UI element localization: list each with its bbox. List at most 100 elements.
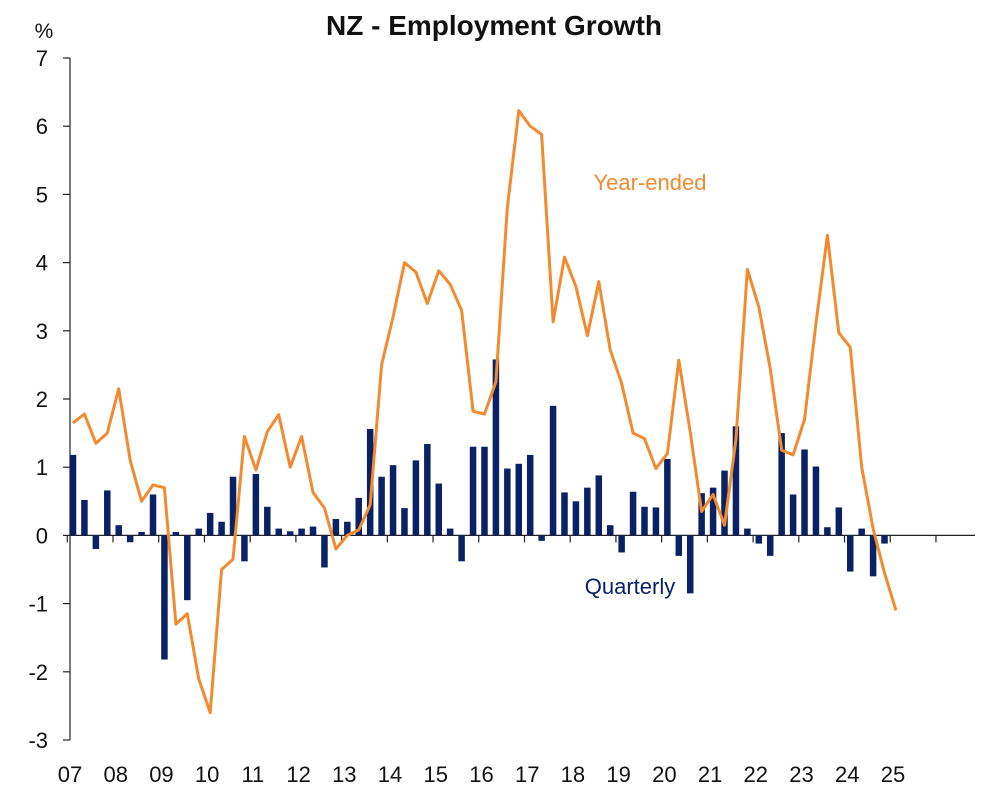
x-tick-label: 24 [835,762,859,787]
bar-quarterly [275,528,282,536]
bar-quarterly [138,531,145,536]
x-tick-label: 23 [789,762,813,787]
bar-quarterly [721,470,728,536]
bar-quarterly [241,535,248,562]
x-tick-label: 11 [241,762,264,787]
x-tick-label: 18 [561,762,585,787]
bar-quarterly [469,446,477,536]
bar-quarterly [835,507,843,536]
bar-quarterly [115,525,122,536]
year-ended-line-layer [72,109,898,715]
bar-quarterly [652,507,660,536]
x-tick-label: 22 [744,762,768,787]
bar-quarterly [321,535,328,568]
x-tick-label: 14 [378,762,402,787]
y-tick-label: -2 [28,660,48,685]
bar-quarterly [824,527,831,536]
x-tick-label: 10 [195,762,219,787]
y-tick-label: 2 [36,387,48,412]
bar-quarterly [766,535,774,556]
bar-quarterly [869,535,877,577]
bar-quarterly [424,444,431,536]
x-tick-label: 08 [103,762,127,787]
y-axis-unit-label: % [35,20,54,43]
bar-quarterly [686,535,694,594]
bar-quarterly [389,465,397,536]
y-tick-label: 7 [36,46,48,71]
x-tick-label: 13 [332,762,356,787]
bar-quarterly [698,493,705,536]
bar-quarterly [298,528,305,536]
bar-quarterly [664,459,671,536]
bar-quarterly [606,525,614,536]
bar-quarterly [881,535,888,544]
bar-quarterly [846,535,854,572]
bar-quarterly [218,521,225,536]
bar-quarterly [184,535,191,601]
bar-quarterly [344,521,351,536]
bar-quarterly [412,460,420,536]
x-tick-label: 12 [286,762,310,787]
bar-quarterly [618,535,625,553]
bar-quarterly [206,512,214,536]
y-tick-label: -1 [28,592,48,617]
y-tick-label: 5 [36,182,48,207]
bar-quarterly [675,535,683,556]
bar-quarterly [366,429,374,536]
bar-quarterly [81,499,88,536]
x-tick-label: 25 [881,762,905,787]
bar-quarterly [126,535,134,543]
annotation-year-ended: Year-ended [594,170,707,195]
bar-quarterly [309,526,317,536]
x-tick-label: 19 [606,762,630,787]
bar-quarterly [549,405,557,536]
bar-quarterly [69,454,77,536]
bar-quarterly [709,487,717,536]
bar-quarterly [858,528,865,536]
bar-quarterly [401,508,408,536]
bar-quarterly [561,492,568,536]
bar-quarterly [92,535,100,550]
bar-quarterly [801,449,808,536]
bar-quarterly [378,476,385,536]
bar-quarterly [161,535,168,660]
bar-quarterly [572,501,580,536]
x-tick-label: 15 [424,762,448,787]
x-tick-label: 21 [698,762,722,787]
bar-quarterly [595,475,603,536]
y-tick-label: 1 [36,455,48,480]
x-tick-label: 07 [58,762,82,787]
bar-quarterly [355,497,362,536]
bar-quarterly [538,535,545,541]
bar-quarterly [515,463,523,536]
bar-quarterly [446,528,454,536]
bar-quarterly [172,531,180,536]
x-tick-label: 20 [652,762,676,787]
bar-quarterly [481,446,488,536]
bar-quarterly [584,487,591,536]
bar-quarterly [435,483,443,536]
bar-quarterly [149,494,157,536]
bar-quarterly [252,474,260,536]
x-tick-label: 16 [469,762,493,787]
bar-quarterly [778,433,785,536]
x-tick-label: 09 [149,762,173,787]
bar-quarterly [458,535,465,562]
bar-quarterly [641,506,648,536]
series-line-year-ended [72,109,898,715]
annotation-quarterly: Quarterly [585,574,675,599]
bar-quarterly [286,531,294,536]
y-tick-label: 6 [36,114,48,139]
bar-quarterly [789,494,797,536]
bar-quarterly [504,468,511,536]
bar-quarterly [629,491,637,536]
bar-quarterly [812,466,820,536]
x-tick-label: 17 [515,762,539,787]
bar-quarterly [264,506,271,536]
y-tick-label: 3 [36,319,48,344]
bar-quarterly [755,535,763,544]
y-tick-label: 0 [36,523,48,548]
quarterly-bars [69,359,888,660]
